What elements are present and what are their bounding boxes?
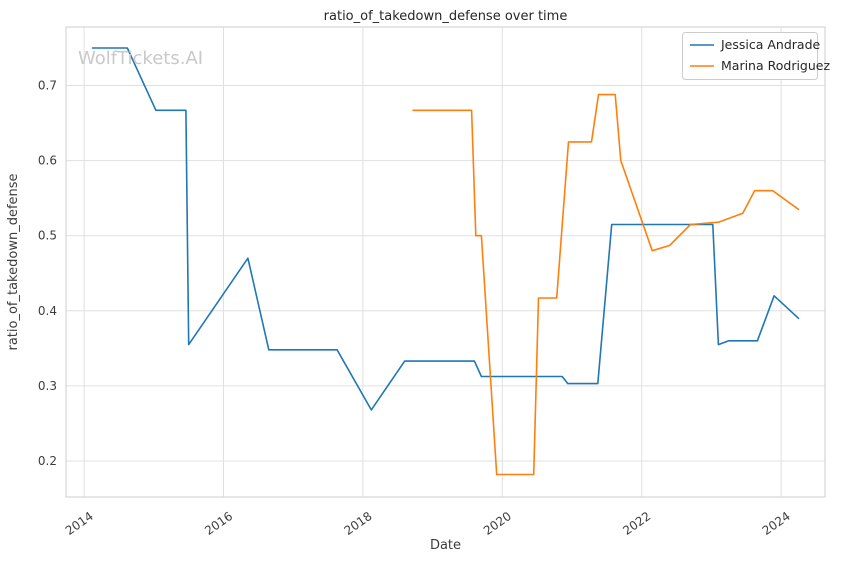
grid-lines [66,27,825,497]
y-tick-label: 0.4 [38,304,57,318]
x-tick-label: 2014 [63,509,96,538]
chart-title: ratio_of_takedown_defense over time [324,9,568,24]
watermark: WolfTickets.AI [78,48,203,69]
series-line-1 [412,93,800,476]
legend-box [682,32,818,80]
y-tick-label: 0.3 [38,379,57,393]
legend-label-jessica-andrade: Jessica Andrade [720,37,821,52]
y-tick-label: 0.2 [38,454,57,468]
y-tick-label: 0.5 [38,229,57,243]
y-axis-label: ratio_of_takedown_defense [6,173,21,350]
x-tick-label: 2020 [481,509,514,538]
x-tick-label: 2018 [342,509,375,538]
x-tick-label: 2016 [202,509,235,538]
y-tick-label: 0.6 [38,154,57,168]
legend-label-marina-rodriguez: Marina Rodriguez [721,58,830,73]
data-series [91,47,800,476]
plot-border [65,26,826,498]
x-tick-label: 2022 [620,509,653,538]
x-axis-label: Date [430,538,461,553]
series-line-0 [91,47,800,411]
y-tick-label: 0.7 [38,79,57,93]
x-tick-label: 2024 [760,509,793,538]
legend: Jessica Andrade Marina Rodriguez [682,32,830,80]
